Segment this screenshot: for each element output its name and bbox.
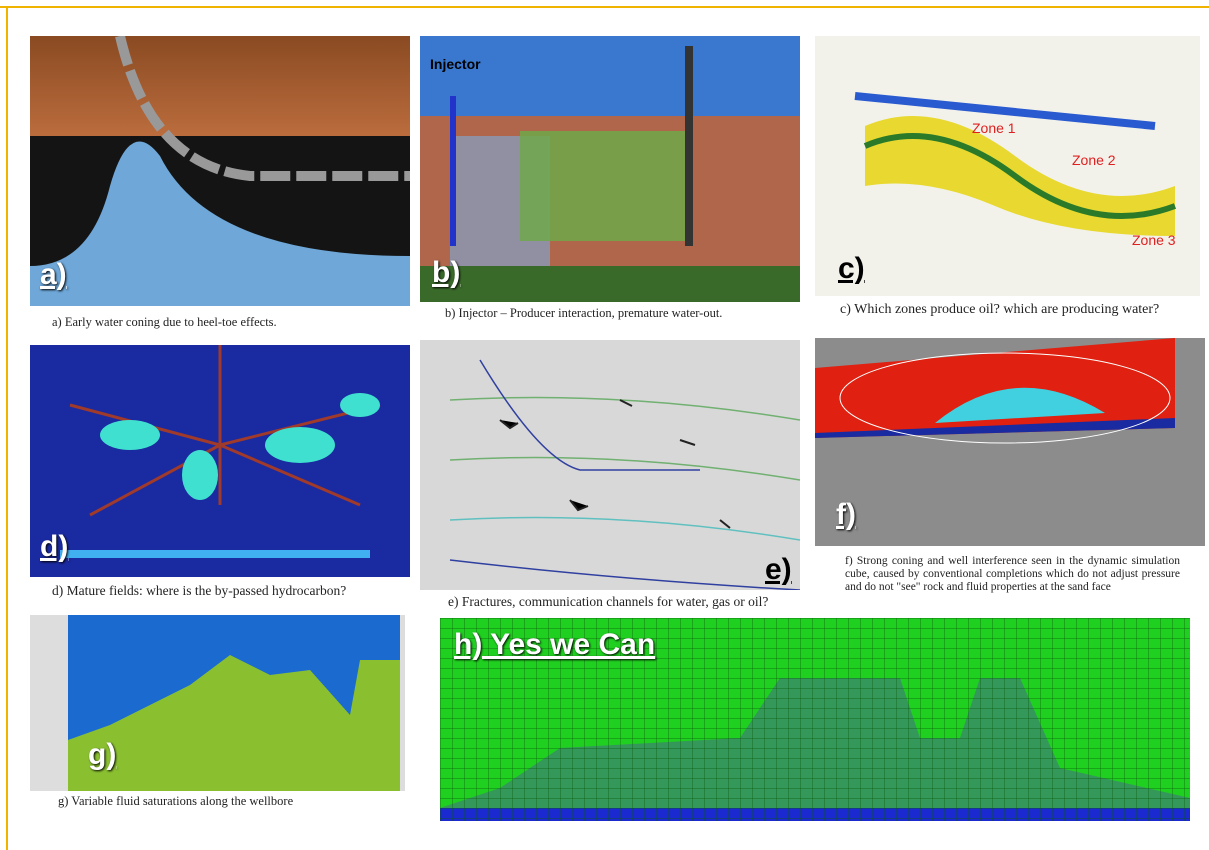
border-left xyxy=(6,6,8,850)
caption: a) Early water coning due to heel-toe ef… xyxy=(52,315,277,329)
panel-label: f) xyxy=(836,498,856,531)
panel-label: a) xyxy=(40,258,67,291)
panel-label: h) Yes we Can xyxy=(454,628,656,661)
annotation: Zone 2 xyxy=(1072,152,1116,168)
annotation: Injector xyxy=(430,56,481,72)
panel-label: c) xyxy=(838,252,865,285)
panel-d-image xyxy=(30,345,410,577)
caption: c) Which zones produce oil? which are pr… xyxy=(840,302,1160,317)
panel-label: b) xyxy=(432,256,461,289)
annotation: Zone 3 xyxy=(1132,232,1176,248)
caption: f) Strong coning and well interference s… xyxy=(845,555,1180,593)
border-top xyxy=(0,6,1209,8)
panel-c-image xyxy=(815,36,1200,296)
panel-e-image xyxy=(420,340,800,590)
panel-h-image xyxy=(440,618,1190,821)
caption: d) Mature fields: where is the by-passed… xyxy=(52,583,347,598)
annotation: Zone 1 xyxy=(972,120,1016,136)
panel-b-image xyxy=(420,36,800,302)
panel-label: e) xyxy=(765,553,792,586)
caption: g) Variable fluid saturations along the … xyxy=(58,794,294,808)
caption: e) Fractures, communication channels for… xyxy=(448,594,769,609)
panel-g-image xyxy=(30,615,405,791)
caption: b) Injector – Producer interaction, prem… xyxy=(445,306,723,320)
panel-a-image xyxy=(30,36,410,306)
panel-label: d) xyxy=(40,530,69,563)
panel-label: g) xyxy=(88,738,117,771)
panel-f-image xyxy=(815,338,1205,546)
